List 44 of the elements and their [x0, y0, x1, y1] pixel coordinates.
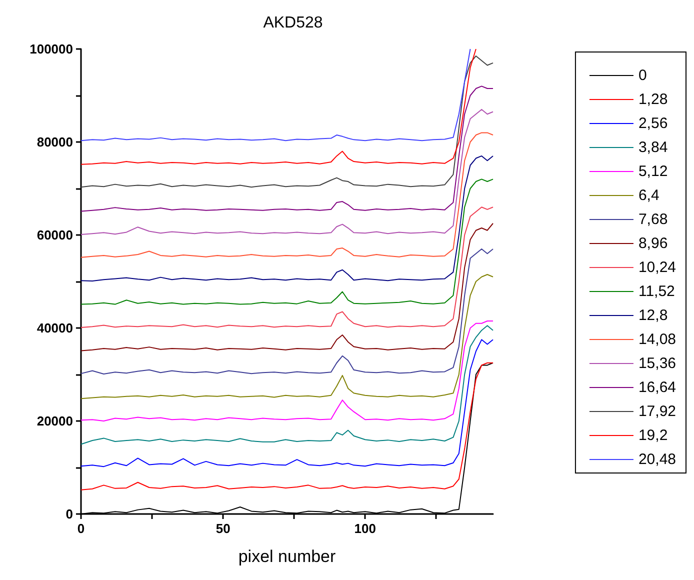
legend-label: 11,52	[638, 283, 675, 300]
line-series	[80, 274, 494, 400]
line-series	[80, 155, 494, 282]
y-tick-label: 40000	[36, 320, 73, 336]
line-series	[80, 86, 494, 212]
legend-label: 1,28	[638, 91, 668, 108]
line-series	[80, 339, 494, 468]
line-series	[80, 48, 476, 165]
legend-label: 7,68	[638, 211, 668, 228]
line-series	[80, 362, 494, 490]
line-series	[80, 178, 494, 305]
line-series	[80, 222, 494, 352]
y-tick-label: 20000	[36, 414, 73, 428]
y-tick-label: 80000	[36, 134, 73, 150]
legend-label: 6,4	[638, 187, 660, 204]
legend-label: 20,48	[638, 451, 676, 468]
x-tick-label: 50	[216, 521, 230, 536]
legend-label: 0	[638, 67, 647, 84]
y-tick-label: 60000	[36, 228, 73, 242]
line-series	[80, 55, 494, 188]
line-series	[80, 325, 494, 445]
line-series	[80, 320, 494, 422]
legend-label: 19,2	[638, 427, 668, 444]
line-series	[80, 132, 494, 258]
legend-label: 8,96	[638, 235, 668, 252]
x-tick-label: 100	[354, 521, 376, 536]
line-series	[80, 206, 494, 328]
x-tick-label: 0	[77, 521, 85, 536]
x-axis-title: pixel number	[238, 547, 336, 566]
y-tick-label: 0	[66, 506, 73, 522]
legend-label: 10,24	[638, 259, 676, 276]
line-series	[80, 48, 471, 142]
legend-label: 15,36	[638, 355, 676, 372]
legend-label: 3,84	[638, 139, 668, 156]
line-series	[80, 108, 494, 236]
chart-title: AKD528	[263, 14, 323, 32]
legend-label: 14,08	[638, 331, 676, 348]
legend-label: 2,56	[638, 115, 668, 132]
legend-label: 5,12	[638, 163, 668, 180]
y-tick-label: 100000	[30, 42, 73, 56]
legend-label: 12,8	[638, 307, 668, 324]
legend-label: 17,92	[638, 403, 676, 420]
line-series	[80, 248, 494, 375]
legend-label: 16,64	[638, 379, 676, 396]
